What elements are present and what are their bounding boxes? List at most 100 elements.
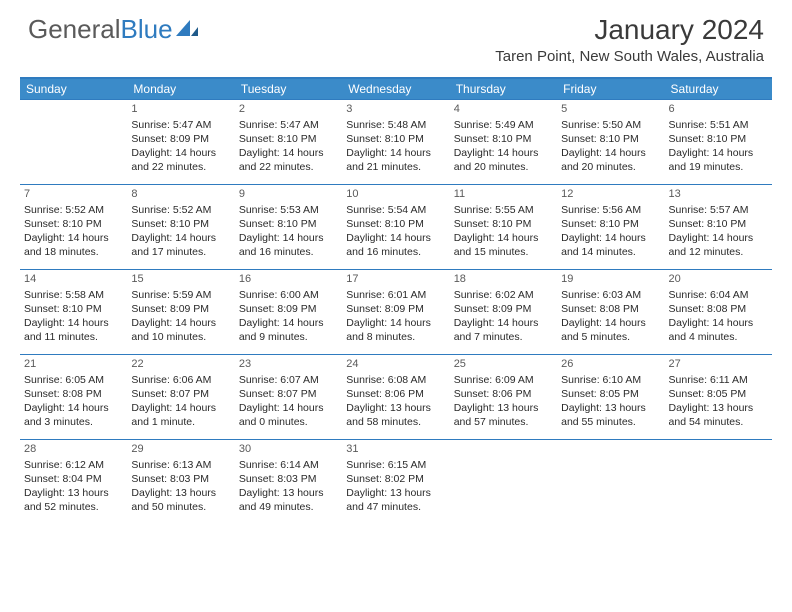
day-cell: 17Sunrise: 6:01 AMSunset: 8:09 PMDayligh… [342,270,449,354]
day-text-line: Daylight: 14 hours [454,316,553,330]
logo-sail-icon [176,14,198,45]
day-text-line: Daylight: 14 hours [239,231,338,245]
day-text-line: Sunset: 8:10 PM [561,217,660,231]
day-number: 9 [239,187,338,202]
day-cell: 2Sunrise: 5:47 AMSunset: 8:10 PMDaylight… [235,100,342,184]
day-text-line: and 22 minutes. [131,160,230,174]
day-text-line: Daylight: 14 hours [454,146,553,160]
day-number: 18 [454,272,553,287]
day-text-line: Daylight: 13 hours [346,486,445,500]
day-text-line: and 9 minutes. [239,330,338,344]
day-text-line: Sunrise: 6:09 AM [454,373,553,387]
day-text-line: and 58 minutes. [346,415,445,429]
day-text-line: Daylight: 14 hours [131,231,230,245]
day-text-line: and 21 minutes. [346,160,445,174]
day-number: 25 [454,357,553,372]
day-cell: 6Sunrise: 5:51 AMSunset: 8:10 PMDaylight… [665,100,772,184]
day-text-line: Sunset: 8:09 PM [346,302,445,316]
day-text-line: Daylight: 14 hours [131,401,230,415]
day-text-line: and 5 minutes. [561,330,660,344]
day-text-line: and 10 minutes. [131,330,230,344]
day-number: 30 [239,442,338,457]
day-number: 23 [239,357,338,372]
day-text-line: Daylight: 14 hours [454,231,553,245]
day-text-line: Sunrise: 5:56 AM [561,203,660,217]
day-text-line: Sunset: 8:10 PM [131,217,230,231]
day-text-line: and 18 minutes. [24,245,123,259]
day-number: 2 [239,102,338,117]
day-text-line: Sunrise: 5:47 AM [131,118,230,132]
day-text-line: Sunrise: 5:49 AM [454,118,553,132]
day-text-line: Sunset: 8:09 PM [239,302,338,316]
day-text-line: Sunrise: 6:07 AM [239,373,338,387]
day-text-line: Sunrise: 6:05 AM [24,373,123,387]
day-text-line: Daylight: 14 hours [239,146,338,160]
weekday-header: Friday [557,79,664,99]
day-number: 26 [561,357,660,372]
day-text-line: Sunrise: 6:12 AM [24,458,123,472]
day-cell: 20Sunrise: 6:04 AMSunset: 8:08 PMDayligh… [665,270,772,354]
day-cell: 8Sunrise: 5:52 AMSunset: 8:10 PMDaylight… [127,185,234,269]
day-cell: 25Sunrise: 6:09 AMSunset: 8:06 PMDayligh… [450,355,557,439]
weekday-header: Sunday [20,79,127,99]
day-text-line: Sunrise: 6:06 AM [131,373,230,387]
day-number: 16 [239,272,338,287]
day-text-line: Sunset: 8:09 PM [454,302,553,316]
day-cell: 24Sunrise: 6:08 AMSunset: 8:06 PMDayligh… [342,355,449,439]
day-cell: 21Sunrise: 6:05 AMSunset: 8:08 PMDayligh… [20,355,127,439]
day-text-line: and 52 minutes. [24,500,123,514]
day-text-line: and 11 minutes. [24,330,123,344]
day-text-line: Sunrise: 5:59 AM [131,288,230,302]
day-cell: 1Sunrise: 5:47 AMSunset: 8:09 PMDaylight… [127,100,234,184]
day-cell: 12Sunrise: 5:56 AMSunset: 8:10 PMDayligh… [557,185,664,269]
day-cell: 22Sunrise: 6:06 AMSunset: 8:07 PMDayligh… [127,355,234,439]
day-cell: 5Sunrise: 5:50 AMSunset: 8:10 PMDaylight… [557,100,664,184]
day-text-line: and 20 minutes. [454,160,553,174]
day-text-line: and 20 minutes. [561,160,660,174]
day-text-line: Sunset: 8:08 PM [24,387,123,401]
day-text-line: and 16 minutes. [346,245,445,259]
day-text-line: Sunset: 8:10 PM [346,217,445,231]
day-text-line: Sunset: 8:10 PM [454,217,553,231]
day-text-line: Daylight: 14 hours [24,401,123,415]
day-text-line: Sunrise: 6:00 AM [239,288,338,302]
day-text-line: Sunset: 8:10 PM [24,302,123,316]
day-number: 5 [561,102,660,117]
day-cell: 30Sunrise: 6:14 AMSunset: 8:03 PMDayligh… [235,440,342,524]
day-cell: 27Sunrise: 6:11 AMSunset: 8:05 PMDayligh… [665,355,772,439]
day-text-line: Daylight: 14 hours [669,146,768,160]
day-text-line: and 17 minutes. [131,245,230,259]
day-text-line: Sunset: 8:02 PM [346,472,445,486]
day-text-line: Sunrise: 6:02 AM [454,288,553,302]
day-text-line: and 14 minutes. [561,245,660,259]
day-cell: 19Sunrise: 6:03 AMSunset: 8:08 PMDayligh… [557,270,664,354]
day-number: 7 [24,187,123,202]
day-number: 4 [454,102,553,117]
brand-part2: Blue [121,14,173,45]
day-text-line: Sunset: 8:05 PM [669,387,768,401]
day-text-line: Sunrise: 5:53 AM [239,203,338,217]
day-number: 29 [131,442,230,457]
week-row: 14Sunrise: 5:58 AMSunset: 8:10 PMDayligh… [20,269,772,354]
day-text-line: Sunset: 8:10 PM [561,132,660,146]
day-number: 20 [669,272,768,287]
day-text-line: Daylight: 13 hours [346,401,445,415]
calendar: SundayMondayTuesdayWednesdayThursdayFrid… [20,77,772,524]
header: GeneralBlue January 2024 Taren Point, Ne… [0,0,792,69]
day-number: 22 [131,357,230,372]
day-text-line: and 4 minutes. [669,330,768,344]
day-text-line: Sunset: 8:09 PM [131,132,230,146]
day-text-line: Daylight: 14 hours [561,231,660,245]
day-text-line: and 54 minutes. [669,415,768,429]
day-text-line: Sunset: 8:07 PM [239,387,338,401]
location-text: Taren Point, New South Wales, Australia [495,48,764,65]
day-text-line: Sunset: 8:10 PM [454,132,553,146]
day-text-line: Sunrise: 6:01 AM [346,288,445,302]
day-text-line: Daylight: 14 hours [131,146,230,160]
day-text-line: Sunrise: 5:52 AM [131,203,230,217]
day-text-line: Daylight: 13 hours [239,486,338,500]
day-text-line: and 12 minutes. [669,245,768,259]
day-number: 3 [346,102,445,117]
day-number: 15 [131,272,230,287]
day-cell: 4Sunrise: 5:49 AMSunset: 8:10 PMDaylight… [450,100,557,184]
